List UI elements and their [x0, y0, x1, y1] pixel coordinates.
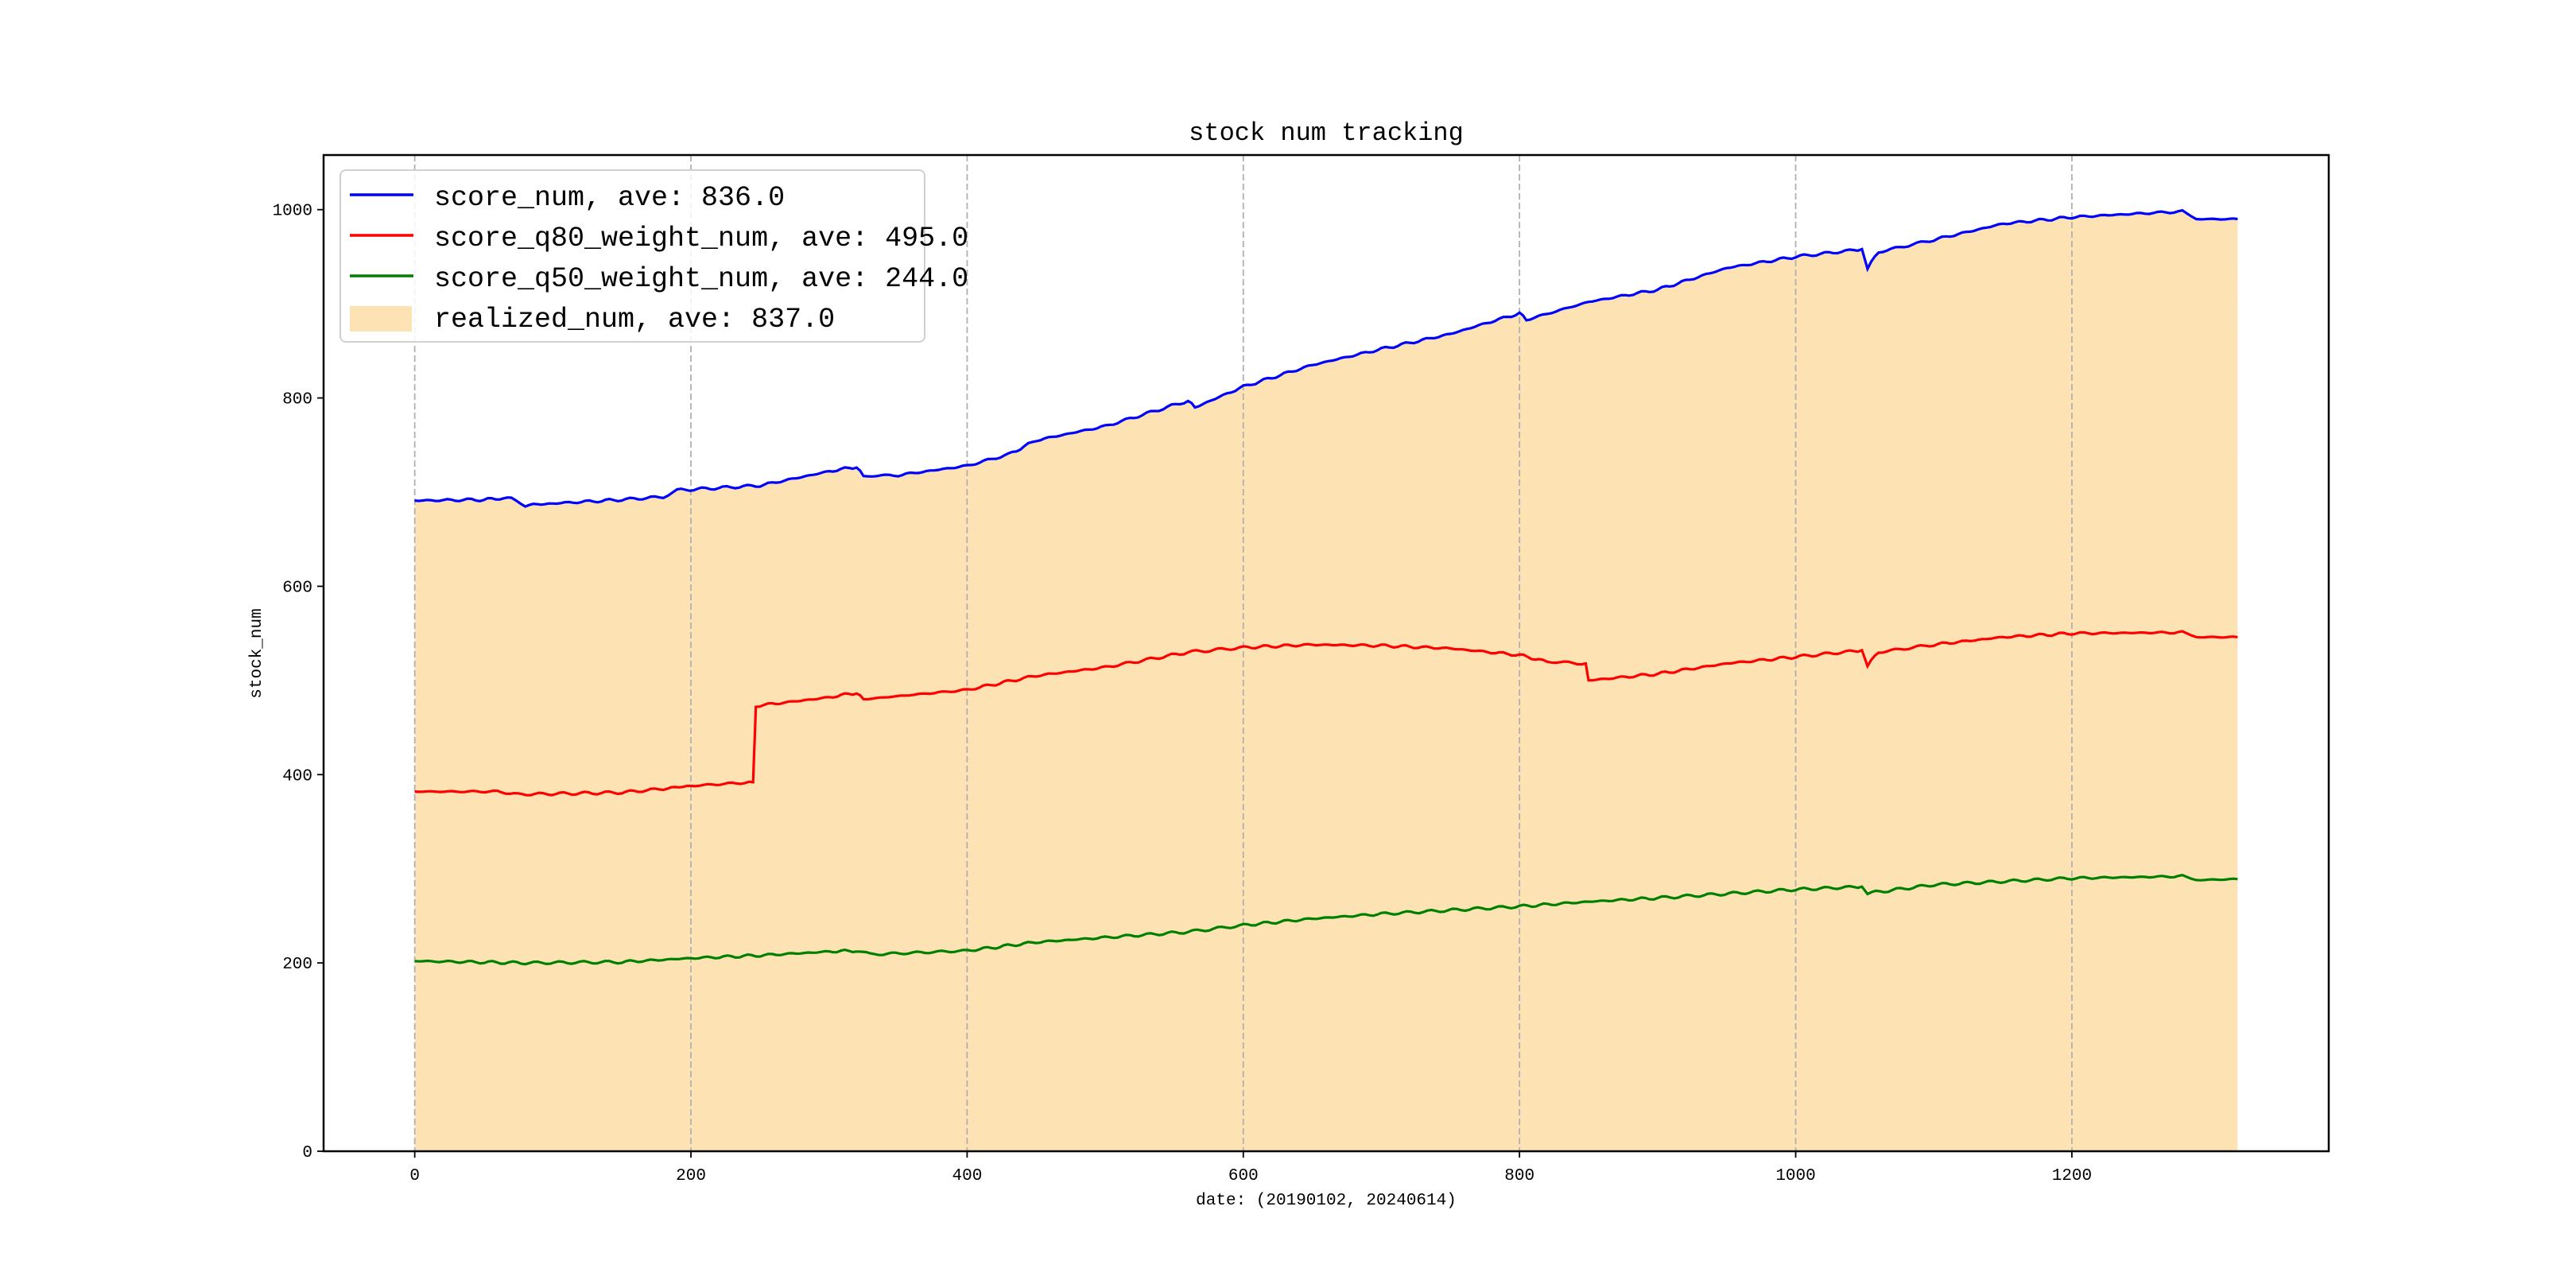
y-axis-label: stock_num — [248, 608, 266, 698]
legend-entry-label: realized_num, ave: 837.0 — [434, 304, 835, 336]
y-tick-label: 800 — [282, 391, 312, 409]
y-tick-label: 1000 — [273, 203, 312, 221]
y-tick-label: 0 — [302, 1144, 312, 1162]
chart-title: stock num tracking — [1189, 118, 1464, 148]
series-line-0 — [414, 208, 2238, 508]
legend-entry-label: score_q80_weight_num, ave: 495.0 — [434, 223, 968, 254]
plot-frame — [322, 153, 2330, 1153]
x-tick-label: 800 — [1504, 1167, 1534, 1185]
x-tick-label: 200 — [676, 1167, 706, 1185]
y-tick-label: 600 — [282, 579, 312, 597]
legend-entry-label: score_q50_weight_num, ave: 244.0 — [434, 263, 968, 295]
y-tick-label: 200 — [282, 956, 312, 974]
series-area-realized-num — [414, 210, 2238, 1152]
x-tick-label: 600 — [1228, 1167, 1259, 1185]
legend: score_num, ave: 836.0 score_q80_weight_nu… — [339, 169, 968, 343]
x-axis-label: date: (20190102, 20240614) — [1196, 1192, 1457, 1210]
legend-entry-label: score_num, ave: 836.0 — [434, 182, 785, 214]
series-line-2 — [414, 874, 2238, 966]
x-tick-label: 0 — [409, 1167, 420, 1185]
x-tick-label: 1000 — [1775, 1167, 1815, 1185]
x-tick-label: 400 — [952, 1167, 982, 1185]
y-tick-label: 400 — [282, 767, 312, 786]
legend-swatch-area — [350, 306, 412, 332]
series-line-1 — [414, 630, 2238, 797]
x-tick-label: 1200 — [2052, 1167, 2092, 1185]
